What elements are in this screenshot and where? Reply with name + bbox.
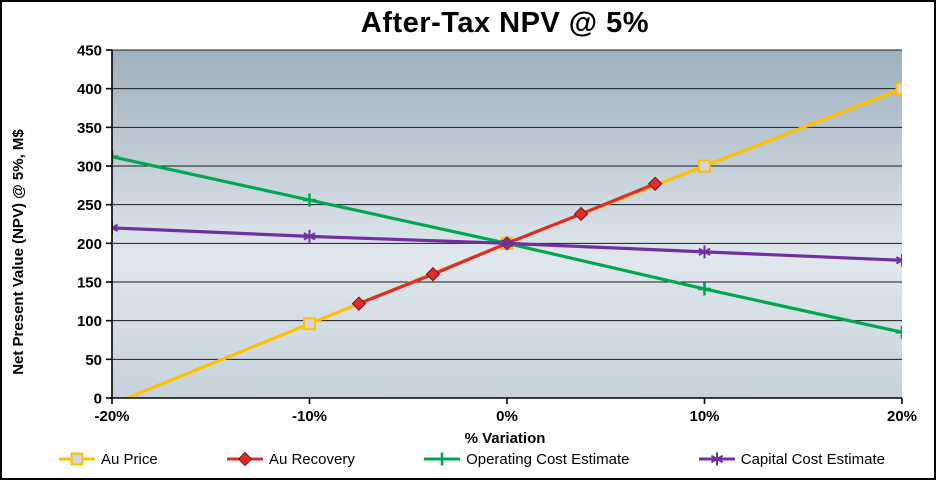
capital-cost-legend-marker-icon [698,452,735,466]
au-price-legend-marker-icon [59,452,95,466]
x-tick-label: -20% [94,408,129,425]
x-axis-title: % Variation [464,430,546,447]
legend-label-capital-cost: Capital Cost Estimate [740,450,885,468]
legend-label-au-price: Au Price [101,450,158,468]
legend-label-operating-cost: Operating Cost Estimate [466,450,630,468]
y-tick-label: 350 [77,120,102,137]
chart-title: After-Tax NPV @ 5% [360,7,650,39]
legend-item-operating-cost: Operating Cost Estimate [422,451,629,468]
y-tick-label: 100 [77,313,102,330]
series-3 [112,221,902,267]
x-tick-label: 10% [689,408,719,425]
legend: Au Price Au Recovery Operating Cost Esti… [57,446,885,472]
y-tick-label: 400 [77,81,102,98]
x-tick-label: -10% [292,408,327,425]
y-tick-label: 200 [77,236,102,253]
operating-cost-legend-marker-icon [424,452,461,466]
y-tick-label: 0 [94,391,102,408]
plot-background [112,50,902,398]
x-tick-label: 0% [496,408,518,425]
x-tick-label: 20% [887,408,917,425]
y-tick-label: 300 [77,159,102,176]
y-tick-label: 50 [85,352,102,369]
legend-item-au-price: Au Price [57,451,158,468]
au-recovery-legend-marker-icon [226,451,263,467]
legend-label-au-recovery: Au Recovery [268,450,355,468]
legend-item-capital-cost: Capital Cost Estimate [697,451,885,468]
y-tick-label: 250 [77,197,102,214]
y-tick-label: 150 [77,275,102,292]
y-axis-title: Net Present Value (NPV) @ 5%, M$ [10,129,27,375]
legend-item-au-recovery: Au Recovery [225,451,355,468]
y-tick-label: 450 [77,43,102,60]
